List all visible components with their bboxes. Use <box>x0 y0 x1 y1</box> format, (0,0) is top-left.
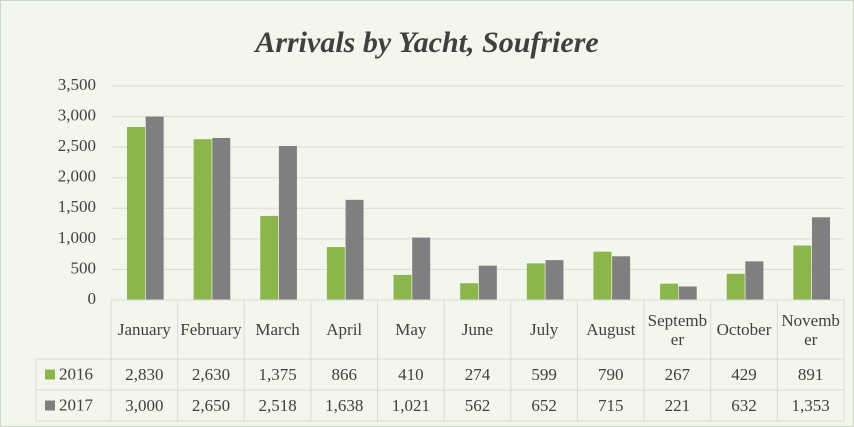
legend-key <box>45 400 55 411</box>
x-tick-label: September <box>647 310 708 349</box>
data-label: 891 <box>797 365 824 384</box>
bar <box>212 137 231 300</box>
bar <box>526 263 545 300</box>
y-tick-label: 3,500 <box>58 75 96 94</box>
data-label: 715 <box>598 396 624 415</box>
chart-title: Arrivals by Yacht, Soufriere <box>253 26 598 59</box>
x-tick-label: May <box>395 320 427 339</box>
bar <box>593 251 612 300</box>
x-tick-label: July <box>529 320 559 339</box>
y-tick-label: 3,000 <box>58 105 96 124</box>
x-tick-label: April <box>326 320 363 339</box>
y-tick-label: 0 <box>88 289 97 308</box>
data-label: 429 <box>731 365 757 384</box>
bar <box>193 139 212 300</box>
data-label: 2,518 <box>258 396 297 415</box>
bar <box>545 260 564 300</box>
data-label: 562 <box>464 396 491 415</box>
data-label: 1,021 <box>391 396 430 415</box>
x-tick-label: October <box>716 320 772 339</box>
x-tick-label: February <box>180 320 242 339</box>
y-tick-label: 500 <box>71 258 97 277</box>
y-tick-label: 2,500 <box>58 136 96 155</box>
data-label: 267 <box>664 365 691 384</box>
bar <box>278 146 297 300</box>
bar <box>745 261 764 300</box>
data-label: 221 <box>664 396 691 415</box>
bar <box>345 199 364 300</box>
data-label: 1,638 <box>325 396 364 415</box>
data-label: 2,630 <box>191 365 231 384</box>
bar <box>478 265 497 300</box>
bar <box>326 247 345 300</box>
bar <box>726 273 745 300</box>
y-tick-label: 1,000 <box>58 228 96 247</box>
bar <box>460 283 479 300</box>
data-label: 632 <box>731 396 757 415</box>
data-label: 599 <box>531 365 557 384</box>
x-tick-label: January <box>117 320 171 339</box>
bar <box>793 245 812 300</box>
legend-label: 2016 <box>59 364 93 383</box>
data-label: 2,830 <box>125 365 164 384</box>
data-label: 3,000 <box>125 396 164 415</box>
data-label: 1,353 <box>791 396 830 415</box>
bar <box>412 237 431 300</box>
bar <box>145 116 164 300</box>
data-label: 410 <box>398 365 424 384</box>
bar <box>393 274 412 300</box>
bar <box>812 217 831 300</box>
data-label: 1,375 <box>258 365 297 384</box>
bar <box>612 256 631 300</box>
bar <box>678 286 697 300</box>
y-tick-label: 1,500 <box>58 197 96 216</box>
data-label: 2,650 <box>191 396 231 415</box>
data-label: 866 <box>331 365 357 384</box>
legend-label: 2017 <box>59 395 94 414</box>
x-tick-label: November <box>781 310 840 349</box>
data-label: 790 <box>598 365 624 384</box>
data-label: 274 <box>464 365 491 384</box>
bar <box>660 283 679 300</box>
x-tick-label: March <box>255 320 300 339</box>
legend-key <box>45 369 55 380</box>
data-label: 652 <box>531 396 557 415</box>
bar <box>260 215 279 300</box>
y-tick-label: 2,000 <box>58 167 96 186</box>
x-tick-label: June <box>461 320 494 339</box>
x-tick-label: August <box>586 320 636 339</box>
bar <box>126 126 145 300</box>
